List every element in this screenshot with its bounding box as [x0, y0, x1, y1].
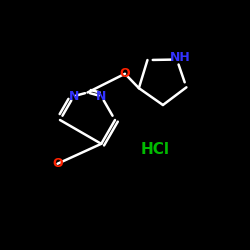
- Text: O: O: [120, 67, 130, 80]
- Text: NH: NH: [170, 50, 191, 64]
- Text: O: O: [52, 157, 63, 170]
- Text: HCl: HCl: [140, 142, 170, 158]
- Text: N: N: [68, 90, 79, 103]
- Text: N: N: [96, 90, 106, 103]
